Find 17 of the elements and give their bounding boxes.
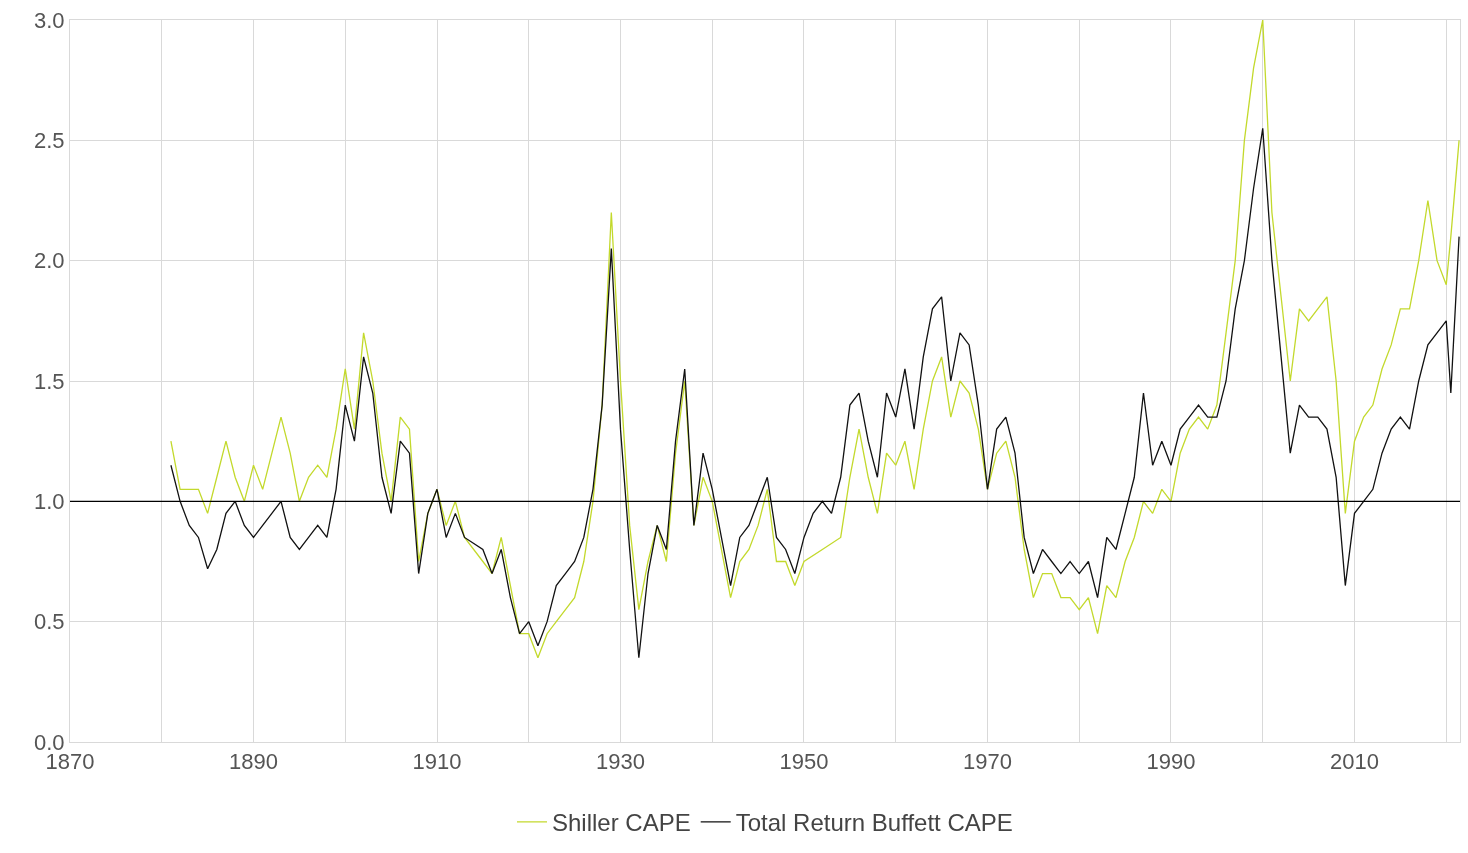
y-tick-label: 2.0 (34, 248, 65, 274)
legend-label: Shiller CAPE (552, 809, 691, 837)
y-tick-label: 3.0 (34, 7, 65, 33)
y-tick-label: 1.5 (34, 368, 65, 394)
x-tick-label: 1990 (1146, 749, 1196, 775)
line-series (170, 127, 1460, 659)
legend-label: Total Return Buffett CAPE (735, 809, 1013, 837)
x-tick-label: 1930 (596, 749, 645, 775)
y-tick-label: 0.5 (34, 609, 65, 635)
x-tick-label: 2010 (1330, 749, 1379, 775)
line-series (170, 20, 1460, 659)
x-tick-label: 1910 (412, 749, 462, 775)
x-tick-label: 1950 (779, 749, 829, 775)
x-tick-label: 1970 (963, 749, 1012, 775)
x-tick-label: 1890 (229, 749, 278, 775)
y-tick-label: 1.0 (34, 489, 65, 515)
y-tick-label: 2.5 (34, 128, 65, 154)
